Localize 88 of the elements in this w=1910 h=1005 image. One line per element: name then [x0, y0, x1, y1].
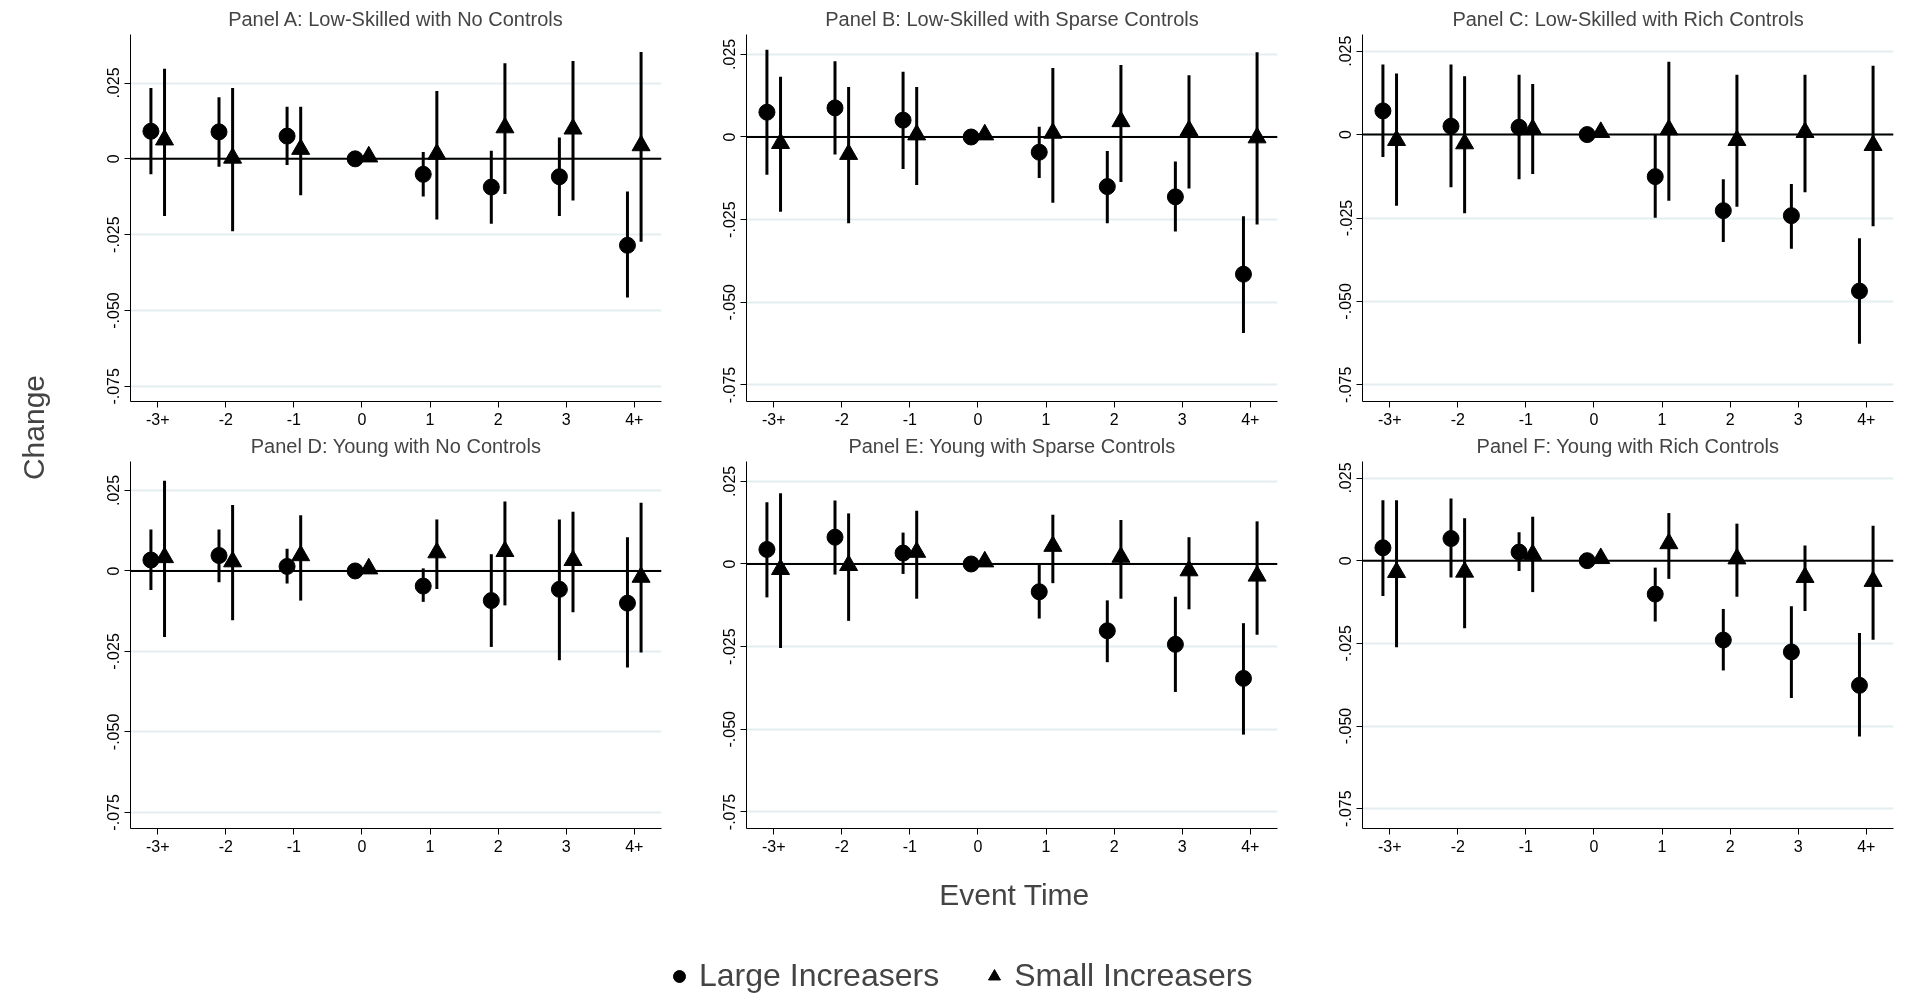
y-tick-label: -.025: [1337, 625, 1355, 662]
x-tick-label: -3+: [145, 837, 170, 855]
y-tick-label: .025: [721, 38, 739, 70]
x-tick-label: 1: [1657, 837, 1667, 855]
x-tick-label: 4+: [1857, 410, 1876, 428]
x-tick-label: 3: [1793, 837, 1803, 855]
x-tick-label: 2: [493, 410, 503, 428]
x-tick-label: -3+: [1377, 410, 1402, 428]
x-tick-label: -3+: [761, 837, 786, 855]
y-tick-label: -.050: [721, 710, 739, 748]
x-axis-title: Event Time: [939, 878, 1090, 911]
x-tick-label: 2: [1725, 410, 1735, 428]
x-tick-label: -1: [286, 837, 302, 855]
x-tick-label: -3+: [1377, 837, 1402, 855]
y-tick-label: 0: [721, 132, 739, 142]
x-tick-label: 3: [1177, 837, 1187, 855]
y-tick-label: .025: [721, 465, 739, 497]
x-tick-label: 3: [1793, 410, 1803, 428]
x-tick-label: -2: [834, 837, 850, 855]
y-tick-label: .025: [1337, 462, 1355, 494]
y-tick-label: -.075: [721, 366, 739, 404]
x-tick-label: 0: [1589, 837, 1599, 855]
y-tick-label: 0: [105, 566, 123, 576]
x-tick-label: 4+: [625, 410, 644, 428]
y-tick-label: -.025: [105, 216, 123, 253]
x-tick-label: 1: [1657, 410, 1667, 428]
chart-title: Panel D: Young with No Controls: [250, 434, 541, 457]
y-tick-label: -.050: [105, 713, 123, 751]
x-tick-label: -3+: [145, 410, 170, 428]
chart-title: Panel C: Low-Skilled with Rich Controls: [1452, 7, 1804, 30]
x-tick-label: 1: [1041, 837, 1051, 855]
y-tick-label: -.050: [1337, 283, 1355, 320]
x-tick-label: 4+: [1857, 837, 1876, 855]
x-tick-label: 4+: [625, 837, 644, 855]
x-tick-label: 1: [1041, 410, 1051, 428]
x-tick-label: 0: [973, 410, 983, 428]
x-tick-label: 3: [1177, 410, 1187, 428]
y-tick-label: .025: [105, 67, 123, 99]
x-tick-label: 0: [973, 837, 983, 855]
x-tick-label: 0: [357, 410, 367, 428]
x-tick-label: 2: [1109, 837, 1119, 855]
x-tick-label: 4+: [1241, 410, 1260, 428]
x-tick-label: -2: [1450, 410, 1466, 428]
y-tick-label: -.050: [721, 283, 739, 321]
x-tick-label: -1: [286, 410, 302, 428]
x-tick-label: 2: [493, 837, 503, 855]
x-tick-label: -3+: [761, 410, 786, 428]
y-tick-label: -.050: [1337, 707, 1355, 745]
y-tick-label: 0: [105, 154, 123, 164]
y-tick-label: -.075: [105, 368, 123, 405]
x-tick-label: 1: [425, 410, 435, 428]
y-tick-label: 0: [1337, 130, 1355, 140]
x-tick-label: 0: [1589, 410, 1599, 428]
y-axis-title: Change: [17, 374, 50, 481]
x-tick-label: -2: [218, 837, 234, 855]
y-tick-label: -.075: [1337, 790, 1355, 827]
y-tick-label: -.075: [1337, 366, 1355, 404]
x-tick-label: -1: [902, 410, 918, 428]
chart-title: Panel E: Young with Sparse Controls: [848, 434, 1176, 457]
x-tick-label: 3: [561, 837, 571, 855]
y-tick-label: -.075: [721, 793, 739, 831]
x-tick-label: -1: [1518, 410, 1534, 428]
x-tick-label: -1: [902, 837, 918, 855]
y-tick-label: .025: [105, 474, 123, 507]
x-tick-label: -1: [1518, 837, 1534, 855]
y-tick-label: -.025: [721, 628, 739, 665]
x-tick-label: 2: [1109, 410, 1119, 428]
x-tick-label: 0: [357, 837, 367, 855]
legend-label: Large Increasers: [699, 957, 940, 994]
y-tick-label: 0: [721, 559, 739, 569]
y-tick-label: 0: [1337, 556, 1355, 566]
x-tick-label: -2: [218, 410, 234, 428]
y-tick-label: -.025: [105, 633, 123, 670]
x-tick-label: -2: [834, 410, 850, 428]
x-tick-label: -2: [1450, 837, 1466, 855]
chart-title: Panel F: Young with Rich Controls: [1476, 434, 1780, 457]
chart-title: Panel B: Low-Skilled with Sparse Controls: [825, 7, 1199, 30]
y-tick-label: -.025: [1337, 199, 1355, 237]
x-tick-label: 2: [1725, 837, 1735, 855]
y-tick-label: -.025: [721, 201, 739, 238]
legend-label: Small Increasers: [1014, 957, 1253, 994]
x-tick-label: 1: [425, 837, 435, 855]
x-tick-label: 3: [561, 410, 571, 428]
y-tick-label: -.075: [105, 794, 123, 831]
y-tick-label: -.050: [105, 292, 123, 329]
y-tick-label: .025: [1337, 35, 1355, 67]
x-tick-label: 4+: [1241, 837, 1260, 855]
chart-title: Panel A: Low-Skilled with No Controls: [228, 7, 563, 30]
